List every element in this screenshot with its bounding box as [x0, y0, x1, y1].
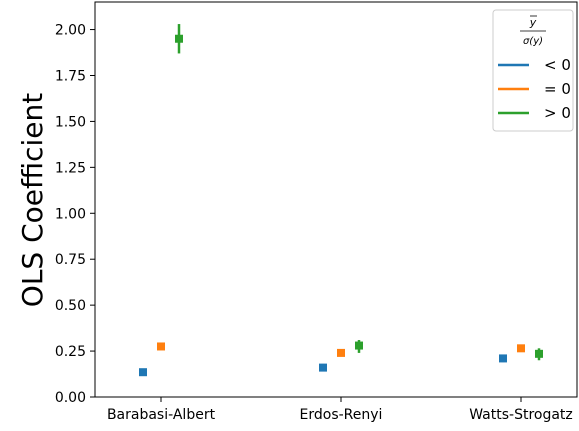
- legend-entry-label: = 0: [544, 80, 571, 98]
- data-point: [499, 354, 507, 363]
- legend-entry-label: < 0: [544, 56, 571, 74]
- data-marker: [157, 342, 165, 351]
- data-marker: [499, 354, 507, 363]
- data-point: [337, 348, 345, 357]
- data-marker: [355, 341, 363, 350]
- y-tick-label: 1.25: [55, 160, 86, 176]
- data-point: [319, 363, 327, 372]
- y-tick-label: 2.00: [55, 23, 86, 39]
- data-marker: [517, 344, 525, 353]
- x-tick-label: Erdos-Renyi: [300, 407, 383, 423]
- y-tick-label: 1.00: [55, 206, 86, 222]
- data-point: [355, 340, 363, 353]
- data-point: [517, 344, 525, 353]
- y-axis: 0.00 0.25 0.50 0.75 1.00 1.25 1.50 1.75 2.00: [55, 23, 95, 406]
- legend-title-denominator: σ(y): [523, 36, 543, 47]
- y-tick-label: 0.75: [55, 252, 86, 268]
- x-axis: Barabasi-Albert Erdos-Renyi Watts-Strogatz: [107, 397, 573, 423]
- data-marker: [175, 34, 183, 43]
- y-tick-label: 0.00: [55, 390, 86, 406]
- data-marks: [139, 24, 543, 377]
- y-tick-label: 1.75: [55, 68, 86, 84]
- data-point: [175, 24, 183, 54]
- y-tick-label: 1.50: [55, 114, 86, 130]
- y-tick-label: 0.25: [55, 344, 86, 360]
- legend: y σ(y)< 0 = 0 > 0: [492, 9, 574, 132]
- legend-entry-label: > 0: [544, 104, 571, 122]
- legend-title-numerator: y: [529, 16, 537, 29]
- y-axis-label: OLS Coefficient: [16, 93, 49, 307]
- data-marker: [319, 363, 327, 372]
- x-tick-label: Watts-Strogatz: [469, 407, 573, 423]
- data-marker: [535, 349, 543, 358]
- data-point: [139, 368, 147, 377]
- data-point: [157, 342, 165, 351]
- data-marker: [337, 348, 345, 357]
- data-point: [535, 348, 543, 361]
- data-marker: [139, 368, 147, 377]
- legend-box: [492, 9, 574, 132]
- y-tick-label: 0.50: [55, 298, 86, 314]
- x-tick-label: Barabasi-Albert: [107, 407, 216, 423]
- plot-frame: [94, 1, 578, 398]
